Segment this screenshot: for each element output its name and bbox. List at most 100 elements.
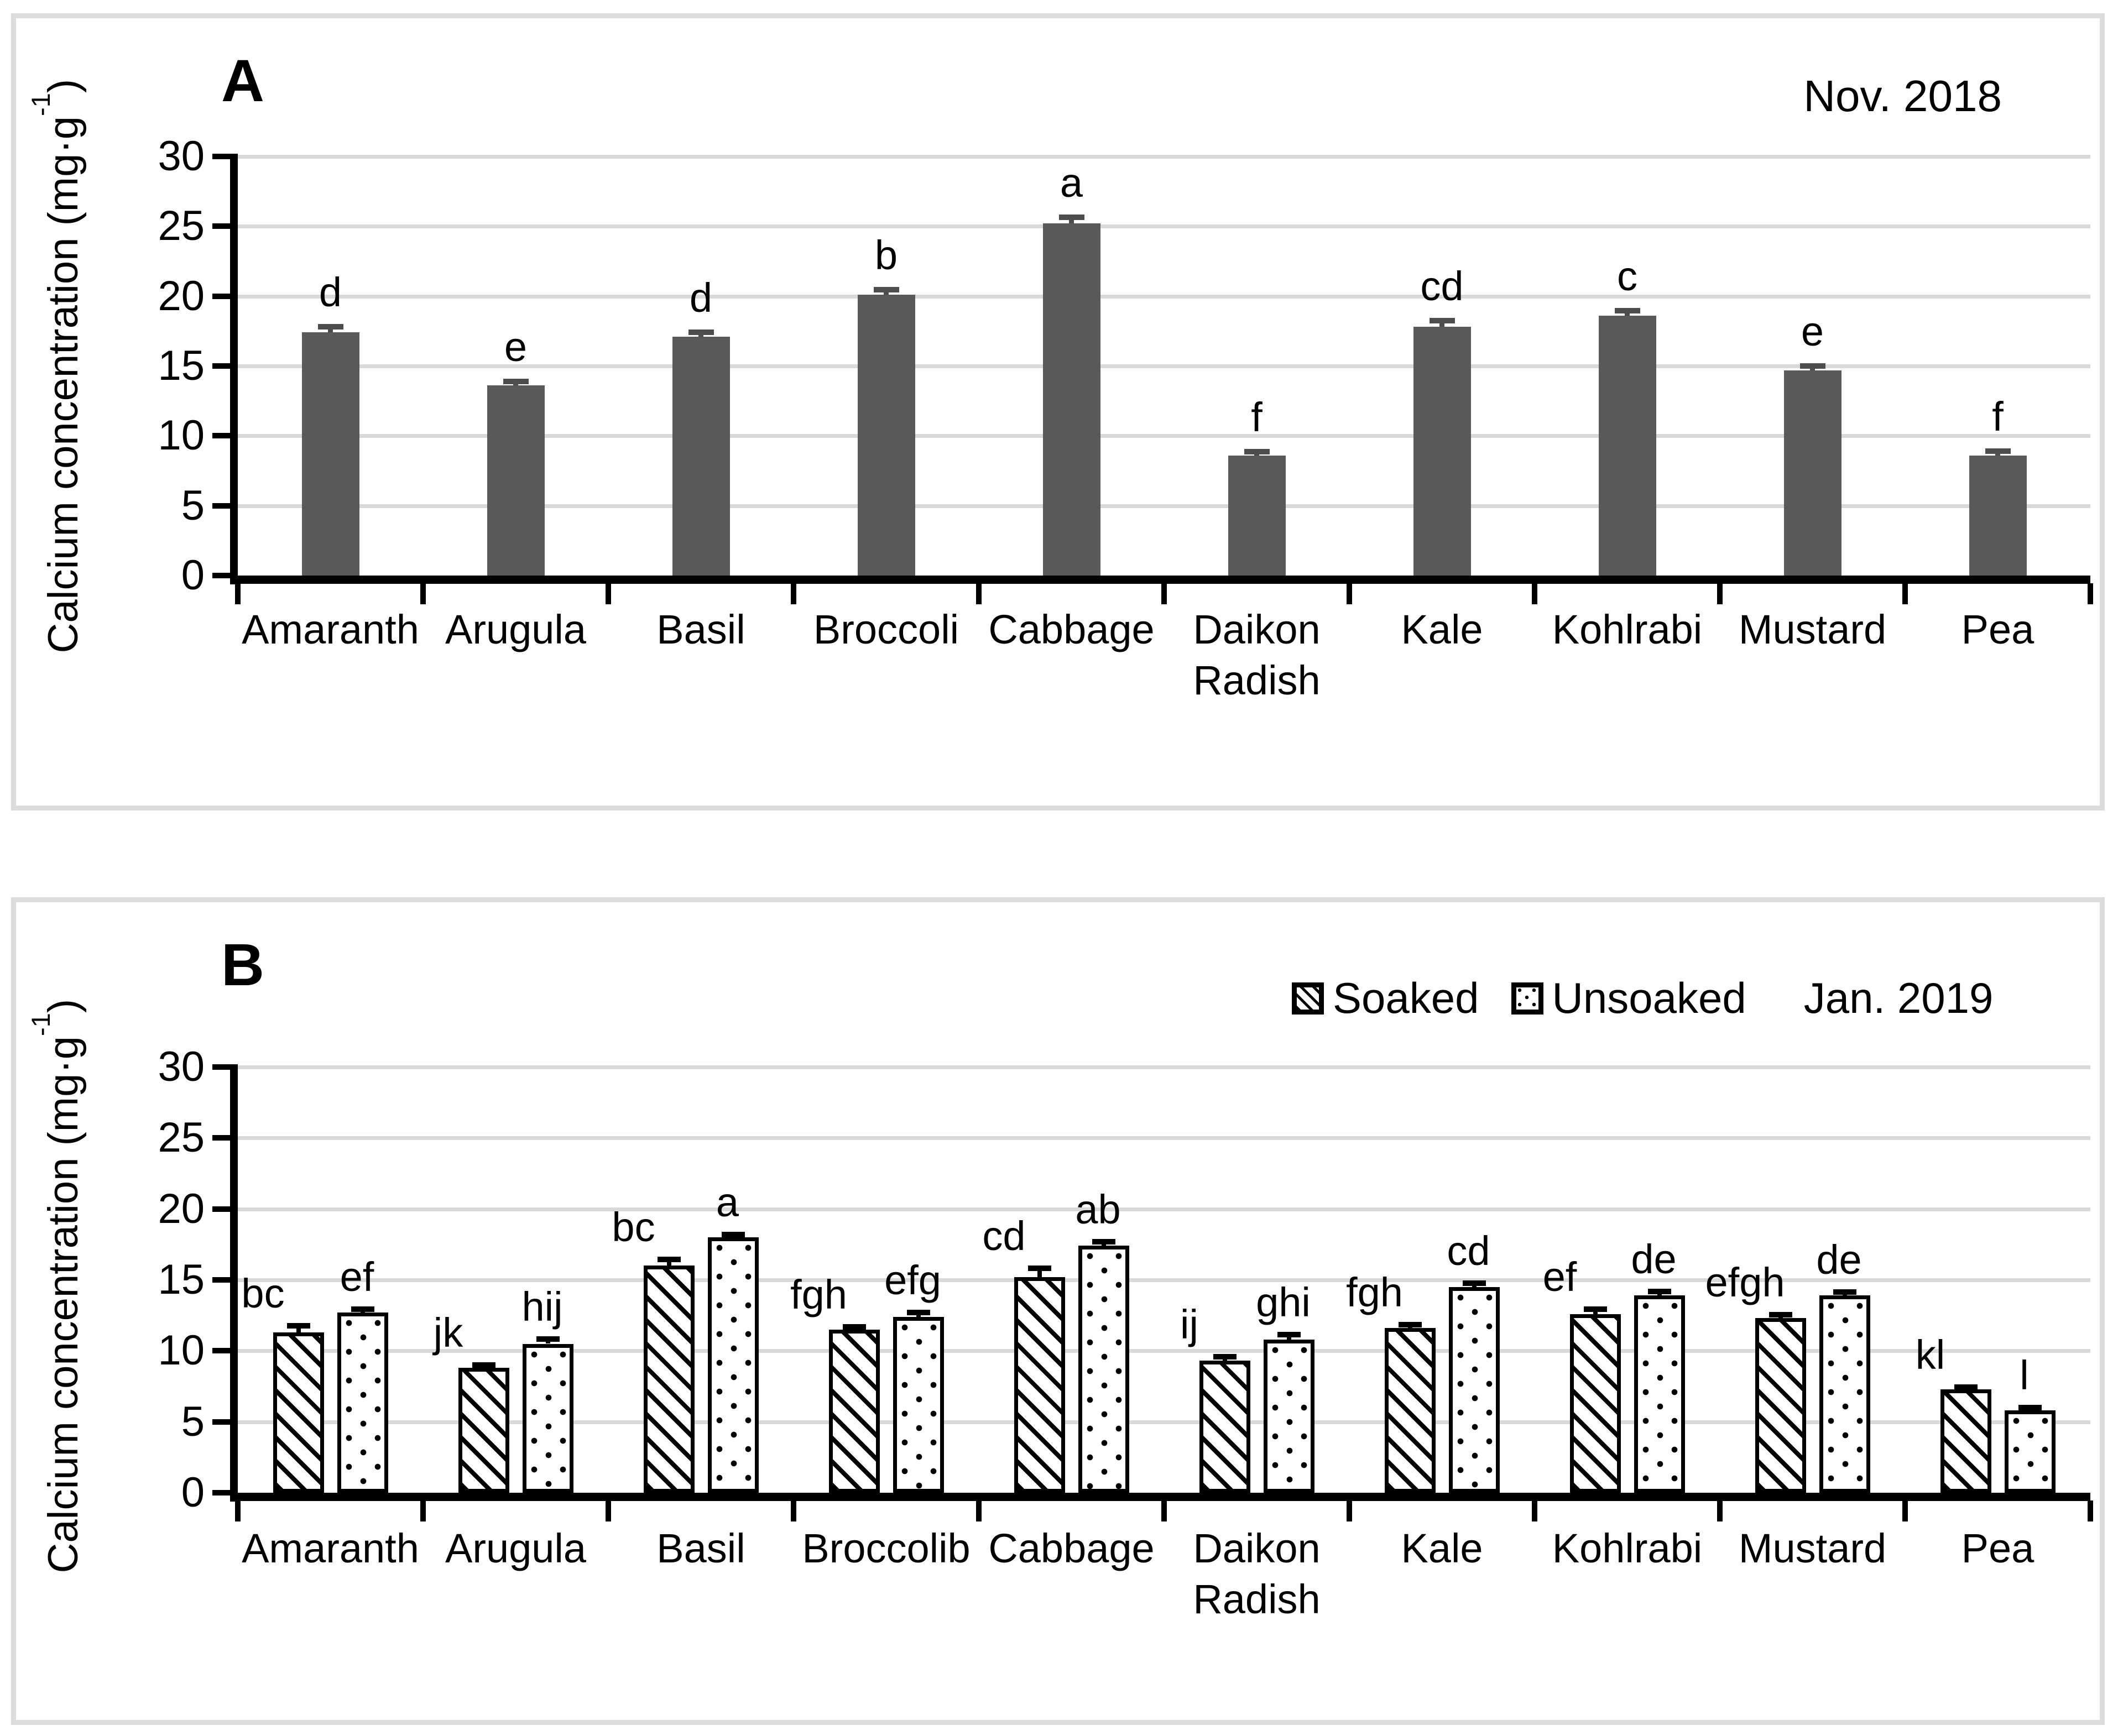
error-bar-cap-amaranth-unsoaked bbox=[351, 1306, 374, 1312]
error-bar-cap-basil-soaked bbox=[657, 1256, 681, 1262]
category-label-arugula: Arugula bbox=[445, 606, 587, 652]
bar-mustard-unsoaked bbox=[1819, 1295, 1870, 1493]
x-axis-tick bbox=[1532, 583, 1537, 604]
x-axis-tick bbox=[976, 1500, 982, 1521]
y-axis-tick-25 bbox=[212, 1135, 238, 1141]
error-bar-cap-cabbage-soaked bbox=[1027, 1266, 1051, 1272]
sig-letter-amaranth: d bbox=[319, 269, 342, 316]
error-bar-cap-pea-unsoaked bbox=[2018, 1405, 2042, 1410]
sig-letter-broccolib-soaked: fgh bbox=[790, 1271, 847, 1317]
gridline-20 bbox=[238, 1207, 2090, 1211]
x-axis-tick bbox=[235, 583, 241, 604]
sig-letter-amaranth-soaked: bc bbox=[241, 1270, 285, 1317]
gridline-10 bbox=[238, 434, 2090, 438]
error-bar-cap-amaranth bbox=[317, 324, 343, 330]
x-axis-tick bbox=[1161, 1500, 1167, 1521]
panel-a-letter: A bbox=[221, 47, 264, 114]
error-bar-cap-amaranth-soaked bbox=[286, 1323, 310, 1329]
y-axis-tick-30 bbox=[212, 1064, 238, 1070]
y-axis-line bbox=[230, 154, 238, 584]
sig-letter-kohlrabi-soaked: ef bbox=[1542, 1253, 1577, 1300]
bar-amaranth bbox=[301, 332, 359, 576]
category-label-broccolib: Broccolib bbox=[802, 1525, 971, 1571]
gridline-10 bbox=[238, 1349, 2090, 1353]
bar-amaranth-soaked bbox=[273, 1332, 324, 1493]
gridline-30 bbox=[238, 1065, 2090, 1069]
y-axis-line bbox=[230, 1065, 238, 1502]
bar-arugula bbox=[487, 385, 545, 576]
sig-letter-basil-unsoaked: a bbox=[716, 1179, 739, 1225]
panel-b-letter: B bbox=[221, 931, 264, 998]
sig-letter-kohlrabi: c bbox=[1617, 253, 1637, 300]
panel-a-title: Nov. 2018 bbox=[1803, 71, 2002, 121]
bar-basil bbox=[672, 336, 730, 576]
error-bar-cap-broccolib-soaked bbox=[842, 1324, 866, 1330]
gridline-25 bbox=[238, 1136, 2090, 1141]
sig-letter-pea-soaked: kl bbox=[1915, 1331, 1945, 1378]
legend-swatch-unsoaked bbox=[1511, 982, 1543, 1015]
sig-letter-pea: f bbox=[1992, 394, 2004, 440]
error-bar-cap-daikon-radish-unsoaked bbox=[1277, 1331, 1301, 1337]
x-axis-tick bbox=[1532, 1500, 1537, 1521]
category-label-basil: Basil bbox=[656, 1525, 745, 1571]
category-label-arugula: Arugula bbox=[445, 1525, 587, 1571]
x-axis-line bbox=[230, 576, 2090, 584]
panel-b-title: Jan. 2019 bbox=[1803, 974, 1994, 1022]
sig-letter-mustard: e bbox=[1801, 308, 1824, 354]
bar-basil-unsoaked bbox=[707, 1237, 759, 1493]
legend-label-unsoaked: Unsoaked bbox=[1552, 974, 1746, 1022]
x-axis-tick bbox=[606, 583, 611, 604]
category-label-daikon-radish: Daikon Radish bbox=[1193, 606, 1321, 703]
sig-letter-cabbage: a bbox=[1060, 159, 1083, 206]
y-axis-tick-30 bbox=[212, 154, 238, 159]
error-bar-cap-arugula-unsoaked bbox=[536, 1336, 560, 1342]
sig-letter-daikon-radish: f bbox=[1251, 394, 1263, 441]
error-bar-cap-kohlrabi-unsoaked bbox=[1647, 1288, 1671, 1294]
sig-letter-cabbage-unsoaked: ab bbox=[1075, 1186, 1121, 1232]
category-label-kale: Kale bbox=[1401, 1525, 1483, 1571]
y-axis-tick-5 bbox=[212, 503, 238, 509]
bar-daikon-radish-unsoaked bbox=[1263, 1339, 1314, 1493]
error-bar-cap-daikon-radish-soaked bbox=[1213, 1353, 1237, 1359]
x-axis-tick bbox=[420, 583, 426, 604]
y-axis-tick-0 bbox=[212, 1490, 238, 1496]
sig-letter-amaranth-unsoaked: ef bbox=[340, 1253, 374, 1300]
bar-mustard-soaked bbox=[1755, 1318, 1806, 1493]
error-bar-cap-mustard bbox=[1799, 363, 1825, 369]
y-axis-tick-15 bbox=[212, 1277, 238, 1283]
y-tick-label-10: 10 bbox=[158, 412, 205, 459]
bar-daikon-radish bbox=[1228, 455, 1286, 576]
error-bar-cap-kale-soaked bbox=[1398, 1321, 1422, 1327]
error-bar-cap-broccoli bbox=[873, 287, 899, 293]
bar-cabbage-soaked bbox=[1014, 1277, 1065, 1493]
bar-kohlrabi bbox=[1598, 316, 1656, 576]
error-bar-cap-pea bbox=[1985, 448, 2011, 454]
error-bar-cap-kale-unsoaked bbox=[1462, 1280, 1486, 1287]
y-tick-label-15: 15 bbox=[158, 342, 205, 389]
error-bar-cap-cabbage-unsoaked bbox=[1092, 1238, 1115, 1245]
sig-letter-arugula-unsoaked: hij bbox=[521, 1283, 563, 1330]
error-bar-amaranth-soaked bbox=[296, 1326, 301, 1332]
error-bar-cap-arugula-soaked bbox=[472, 1362, 495, 1368]
sig-letter-cabbage-soaked: cd bbox=[982, 1213, 1026, 1259]
y-tick-label-10: 10 bbox=[158, 1327, 205, 1374]
x-axis-tick bbox=[2088, 1500, 2093, 1521]
category-label-amaranth: Amaranth bbox=[242, 606, 419, 652]
bar-pea-soaked bbox=[1940, 1389, 1991, 1493]
error-bar-cap-daikon-radish bbox=[1244, 449, 1270, 455]
panel-b-plot: 0 5 10 15 20 25 30 Amaranth Arugula Basil Broccoli… bbox=[16, 902, 2100, 1720]
bar-kale-unsoaked bbox=[1448, 1287, 1500, 1493]
category-label-kale: Kale bbox=[1401, 606, 1483, 652]
y-tick-label-5: 5 bbox=[181, 482, 205, 529]
category-label-pea: Pea bbox=[1961, 1525, 2034, 1571]
sig-letter-basil-soaked: bc bbox=[612, 1204, 655, 1250]
error-bar-cabbage-soaked bbox=[1037, 1268, 1042, 1277]
bar-kohlrabi-soaked bbox=[1569, 1314, 1621, 1493]
category-label-amaranth: Amaranth bbox=[242, 1525, 419, 1571]
y-tick-label-25: 25 bbox=[158, 1114, 205, 1162]
bar-arugula-soaked bbox=[458, 1368, 509, 1493]
y-tick-label-0: 0 bbox=[181, 1469, 205, 1516]
error-bar-cap-mustard-soaked bbox=[1769, 1311, 1792, 1317]
y-axis-tick-20 bbox=[212, 1206, 238, 1212]
error-bar-cap-mustard-unsoaked bbox=[1833, 1289, 1856, 1295]
